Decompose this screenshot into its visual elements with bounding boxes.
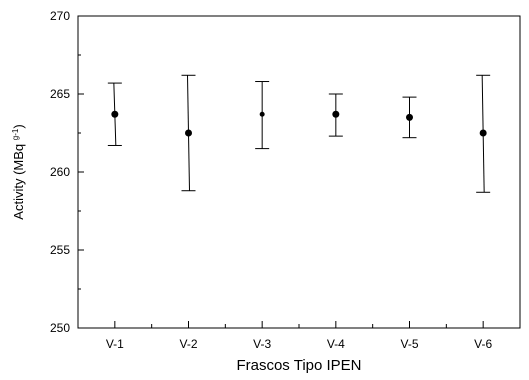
x-tick-label: V-5	[400, 337, 418, 351]
x-tick-label: V-6	[474, 337, 492, 351]
x-tick-label: V-4	[327, 337, 345, 351]
x-tick-label: V-2	[179, 337, 197, 351]
y-axis-title-superscript: g-1	[11, 128, 20, 140]
y-tick-label: 265	[50, 87, 70, 101]
x-tick-label: V-3	[253, 337, 271, 351]
data-point	[332, 110, 340, 118]
x-axis-title: Frascos Tipo IPEN	[236, 357, 361, 374]
plot-frame	[77, 15, 521, 329]
y-axis-title: Activity (MBq g-1)	[11, 124, 26, 219]
x-tick-label: V-1	[106, 337, 124, 351]
data-point	[406, 113, 413, 121]
y-tick-label: 270	[50, 9, 70, 23]
y-axis-title-main: Activity (MBq	[11, 140, 26, 219]
data-point	[185, 129, 192, 137]
x-axis: V-1 V-2 V-3 V-4 V-5 V-6	[77, 321, 521, 351]
data-point	[479, 129, 487, 137]
y-axis: 250 255 260 265 270	[50, 9, 84, 335]
y-axis-title-close: )	[11, 124, 26, 128]
y-tick-label: 260	[50, 165, 70, 179]
y-tick-label: 250	[50, 321, 70, 335]
data-series	[107, 74, 491, 193]
y-tick-label: 255	[50, 243, 70, 257]
data-point	[111, 110, 119, 118]
data-point	[259, 111, 265, 117]
